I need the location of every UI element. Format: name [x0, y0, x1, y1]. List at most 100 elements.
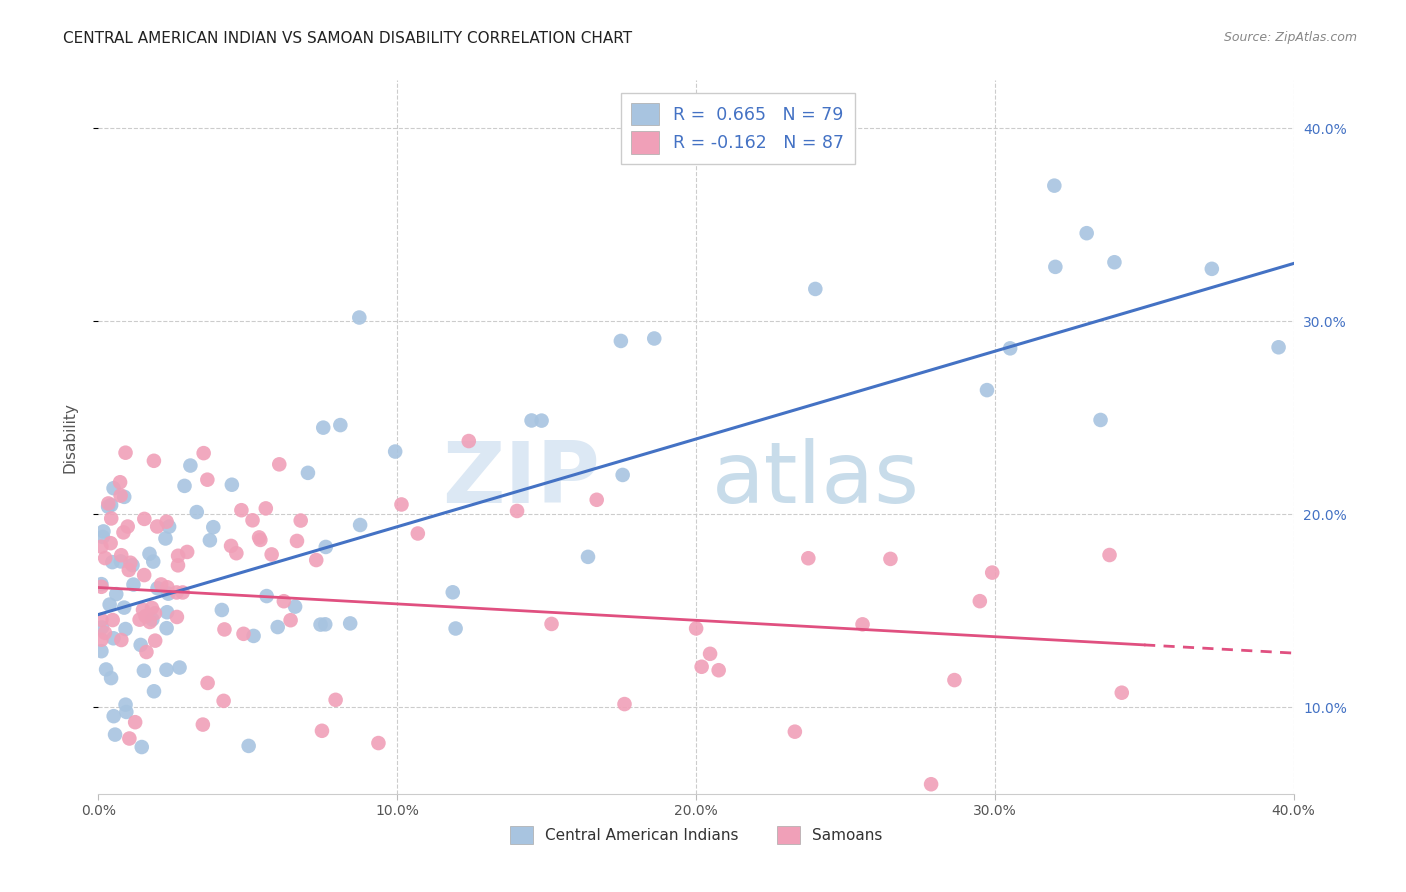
Y-axis label: Disability: Disability — [63, 401, 77, 473]
Point — [91, 620, 114, 634]
Point — [269, 458, 291, 472]
Point — [186, 505, 208, 519]
Point — [155, 532, 177, 546]
Point — [506, 504, 529, 518]
Point — [384, 444, 406, 458]
Point — [135, 645, 157, 659]
Point — [94, 663, 117, 677]
Point — [1267, 340, 1289, 354]
Point — [141, 601, 163, 615]
Point — [879, 552, 901, 566]
Point — [273, 594, 295, 608]
Point — [232, 627, 254, 641]
Point — [143, 684, 166, 698]
Point — [290, 514, 312, 528]
Point — [1104, 255, 1126, 269]
Point — [441, 585, 464, 599]
Point — [100, 511, 122, 525]
Point — [167, 558, 190, 573]
Point — [195, 473, 218, 487]
Point — [108, 475, 131, 490]
Point — [1201, 261, 1223, 276]
Point — [280, 613, 302, 627]
Point — [1043, 178, 1066, 193]
Point — [146, 582, 169, 596]
Point — [325, 693, 347, 707]
Point — [643, 331, 665, 345]
Point — [124, 715, 146, 730]
Point — [118, 563, 141, 577]
Point — [231, 503, 253, 517]
Point — [110, 548, 132, 562]
Point — [685, 622, 707, 636]
Point — [198, 533, 221, 548]
Point — [155, 663, 177, 677]
Point — [804, 282, 827, 296]
Point — [1045, 260, 1067, 274]
Point — [114, 445, 136, 459]
Point — [167, 549, 190, 563]
Text: atlas: atlas — [711, 438, 920, 522]
Point — [221, 477, 243, 491]
Point — [309, 617, 332, 632]
Text: ZIP: ZIP — [443, 438, 600, 522]
Point — [242, 513, 264, 527]
Text: CENTRAL AMERICAN INDIAN VS SAMOAN DISABILITY CORRELATION CHART: CENTRAL AMERICAN INDIAN VS SAMOAN DISABI… — [63, 31, 633, 46]
Point — [690, 659, 713, 673]
Point — [285, 533, 308, 548]
Point — [143, 633, 166, 648]
Point — [90, 577, 112, 591]
Point — [943, 673, 966, 687]
Point — [143, 607, 166, 621]
Point — [115, 705, 138, 719]
Point — [214, 623, 236, 637]
Point — [211, 603, 233, 617]
Point — [172, 585, 194, 599]
Point — [103, 481, 125, 495]
Point — [103, 709, 125, 723]
Point — [155, 515, 177, 529]
Point — [444, 622, 467, 636]
Point — [212, 694, 235, 708]
Point — [179, 458, 201, 473]
Point — [112, 600, 135, 615]
Point — [166, 610, 188, 624]
Point — [121, 558, 143, 573]
Point — [1111, 686, 1133, 700]
Point — [530, 414, 553, 428]
Text: Source: ZipAtlas.com: Source: ZipAtlas.com — [1223, 31, 1357, 45]
Point — [256, 589, 278, 603]
Point — [238, 739, 260, 753]
Point — [141, 612, 163, 626]
Legend: Central American Indians, Samoans: Central American Indians, Samoans — [503, 820, 889, 850]
Point — [339, 616, 361, 631]
Point — [90, 644, 112, 658]
Point — [349, 310, 371, 325]
Point — [219, 539, 242, 553]
Point — [585, 492, 607, 507]
Point — [93, 524, 115, 539]
Point — [157, 519, 180, 533]
Point — [142, 555, 165, 569]
Point — [138, 547, 160, 561]
Point — [225, 546, 247, 560]
Point — [90, 632, 112, 647]
Point — [100, 671, 122, 685]
Point — [981, 566, 1004, 580]
Point — [699, 647, 721, 661]
Point — [260, 548, 283, 562]
Point — [120, 556, 142, 570]
Point — [110, 489, 132, 503]
Point — [191, 717, 214, 731]
Point — [100, 498, 122, 512]
Point — [851, 617, 873, 632]
Point — [134, 568, 156, 582]
Point — [91, 530, 114, 544]
Point — [103, 632, 125, 646]
Point — [146, 519, 169, 533]
Point — [98, 598, 121, 612]
Point — [142, 454, 165, 468]
Point — [166, 585, 188, 599]
Point — [173, 479, 195, 493]
Point — [156, 621, 179, 635]
